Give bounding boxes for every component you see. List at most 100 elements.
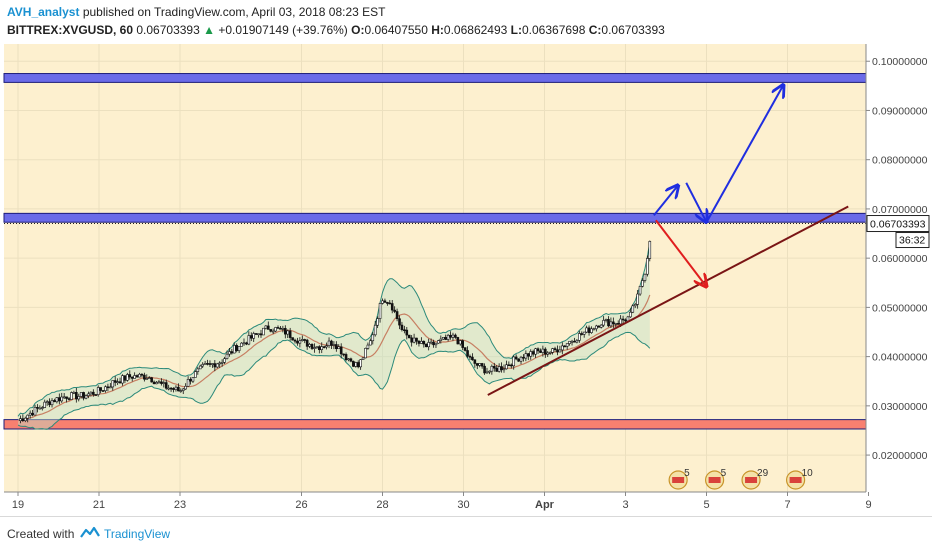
candle-body xyxy=(505,364,508,370)
trendline xyxy=(487,205,849,396)
price-tick-label: 0.05000000 xyxy=(872,302,928,314)
event-count-label: 5 xyxy=(721,468,727,479)
candle-body xyxy=(471,356,474,361)
candle-body xyxy=(60,396,64,402)
candle-body xyxy=(77,396,81,400)
candle-body xyxy=(164,382,168,389)
candle-body xyxy=(548,352,552,354)
bollinger-upper xyxy=(17,241,651,417)
candle-body xyxy=(514,356,518,360)
time-tick-label: 19 xyxy=(12,499,24,511)
time-axis[interactable]: 19 21 23 26 28 30 Apr 3 5 7 9 xyxy=(4,491,872,511)
candle-body xyxy=(36,406,39,409)
high-value: 0.06862493 xyxy=(443,23,508,37)
candle-body xyxy=(638,285,642,295)
candle-body xyxy=(648,241,652,259)
candle-body xyxy=(315,346,319,348)
candle-body xyxy=(106,386,110,389)
candle-body xyxy=(595,325,598,330)
candle-body xyxy=(232,345,236,354)
time-tick-label: 21 xyxy=(93,499,105,511)
candle-body xyxy=(478,363,482,366)
candle-body xyxy=(269,329,273,332)
candle-body xyxy=(220,362,224,364)
candle-body xyxy=(240,342,243,347)
candle-body xyxy=(461,340,464,348)
candle-body xyxy=(84,395,88,399)
candle-body xyxy=(293,339,297,342)
candle-body xyxy=(177,386,180,392)
countdown-label: 36:32 xyxy=(899,235,925,247)
candle-body xyxy=(40,407,44,409)
candle-body xyxy=(242,342,246,345)
price-chart[interactable]: 5 5 29 10 0.020000000.030000000.040000000.0… xyxy=(0,40,932,516)
candle-body xyxy=(441,337,445,340)
candle-body xyxy=(347,358,350,361)
event-flag-stripe xyxy=(745,477,758,483)
candle-body xyxy=(563,345,567,348)
candle-body xyxy=(104,386,107,392)
candle-body xyxy=(480,363,484,367)
candle-body xyxy=(249,335,253,339)
symbol-label: BITTREX:XVGUSD, 60 xyxy=(7,23,134,37)
candle-body xyxy=(335,344,338,350)
candle-body xyxy=(262,327,265,336)
high-label: H: xyxy=(431,23,444,37)
candle-body xyxy=(636,293,639,305)
candle-body xyxy=(33,406,37,416)
candle-body xyxy=(386,302,389,304)
candle-body xyxy=(172,388,175,390)
candle-body xyxy=(607,319,610,327)
event-count-label: 5 xyxy=(684,468,690,479)
candle-body xyxy=(225,353,229,359)
candle-body xyxy=(541,348,545,353)
candle-body xyxy=(609,321,613,327)
candle-body xyxy=(429,341,433,344)
candle-body xyxy=(417,340,421,344)
candle-body xyxy=(556,349,559,353)
candle-body xyxy=(466,350,469,357)
candle-body xyxy=(546,352,550,355)
candle-body xyxy=(616,323,620,325)
candle-body xyxy=(578,333,581,341)
candle-body xyxy=(507,364,511,367)
time-tick-label: 7 xyxy=(784,499,790,511)
candle-body xyxy=(65,396,68,399)
candle-body xyxy=(147,377,151,379)
time-tick-label: 9 xyxy=(865,499,871,511)
candle-body xyxy=(70,392,73,400)
candle-body xyxy=(400,324,404,331)
candle-body xyxy=(79,392,83,397)
candle-body xyxy=(301,339,304,341)
candle-body xyxy=(390,303,394,311)
tradingview-link[interactable]: TradingView xyxy=(104,527,171,541)
price-axis[interactable]: 0.02000000 0.03000000 0.04000000 0.05000000… xyxy=(865,40,932,516)
candle-body xyxy=(55,397,59,403)
candle-body xyxy=(313,347,316,349)
candle-body xyxy=(378,303,382,319)
candle-body xyxy=(283,328,287,335)
candle-body xyxy=(449,334,452,338)
ohlc-line: BITTREX:XVGUSD, 60 0.06703393 ▲ +0.01907… xyxy=(7,23,665,37)
candle-body xyxy=(157,381,161,384)
candle-body xyxy=(203,363,207,365)
price-tick-label: 0.04000000 xyxy=(872,352,928,364)
event-flag-stripe xyxy=(789,477,802,483)
candle-body xyxy=(23,417,27,421)
author-link[interactable]: AVH_analyst xyxy=(7,5,80,19)
candle-body xyxy=(19,418,22,421)
candle-body xyxy=(92,391,95,395)
candle-body xyxy=(614,323,618,325)
candle-body xyxy=(454,334,457,338)
candle-body xyxy=(215,363,219,368)
candle-body xyxy=(373,324,377,336)
candle-body xyxy=(186,379,190,387)
event-count-label: 29 xyxy=(757,468,769,479)
published-text: published on TradingView.com, April 03, … xyxy=(82,5,386,19)
publish-line: AVH_analyst published on TradingView.com… xyxy=(7,5,385,19)
candle-body xyxy=(410,337,413,343)
candle-body xyxy=(475,363,479,366)
tradingview-logo-icon[interactable] xyxy=(80,526,100,540)
candle-body xyxy=(420,340,423,344)
candle-body xyxy=(26,414,30,419)
